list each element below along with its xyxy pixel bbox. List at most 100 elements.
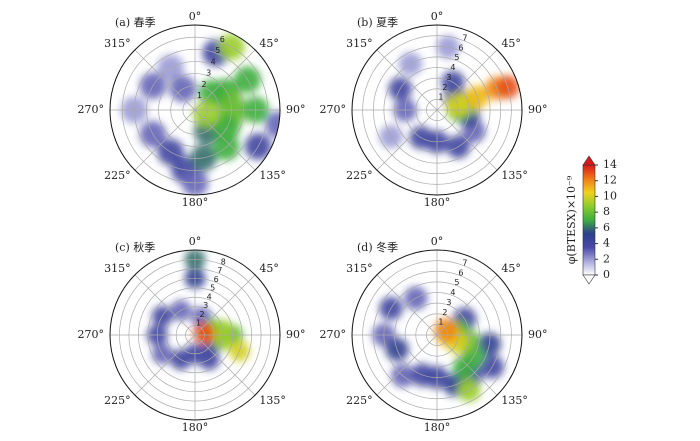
- r-tick-label: 5: [215, 46, 220, 55]
- polar-panel: 12 34 56 0° 45° 90° 135° 180° 225° 270° 315° (a) 春季: [78, 10, 306, 209]
- grid-spoke: [194, 109, 256, 171]
- grid-spoke: [376, 334, 438, 396]
- r-tick-label: 1: [197, 91, 202, 100]
- polar-frame: [109, 24, 281, 196]
- panel-title: (b) 夏季: [357, 16, 398, 29]
- theta-tick-label: 315°: [104, 37, 131, 50]
- theta-tick-label: 135°: [259, 169, 286, 182]
- grid-spoke: [376, 109, 438, 171]
- colorbar-tick-label: 8: [603, 205, 610, 218]
- grid-spoke: [436, 334, 498, 396]
- theta-tick-label: 315°: [104, 262, 131, 275]
- colorbar-label: φ(BTESX)×10⁻⁹: [565, 175, 578, 264]
- colorbar-tick-label: 0: [603, 268, 610, 281]
- colorbar-min: [582, 274, 596, 285]
- colorbar-tick-label: 12: [603, 174, 617, 187]
- colorbar-tick-label: 2: [603, 252, 610, 265]
- theta-tick-label: 90°: [528, 328, 548, 341]
- theta-tick-label: 225°: [104, 394, 131, 407]
- r-tick-label: 4: [450, 63, 455, 72]
- r-tick-label: 6: [214, 275, 219, 284]
- r-tick-label: 5: [454, 278, 459, 287]
- grid-spoke: [436, 274, 498, 336]
- theta-tick-label: 225°: [346, 169, 373, 182]
- theta-tick-label: 315°: [346, 37, 373, 50]
- grid-spoke: [436, 109, 498, 171]
- theta-tick-label: 90°: [528, 103, 548, 116]
- theta-tick-label: 0°: [431, 235, 444, 248]
- theta-tick-label: 0°: [189, 10, 202, 23]
- grid-spoke: [376, 274, 438, 336]
- polar-frame: [351, 24, 523, 196]
- r-tick-label: 3: [206, 69, 211, 78]
- theta-tick-label: 225°: [346, 394, 373, 407]
- theta-tick-label: 0°: [431, 10, 444, 23]
- grid-spoke: [376, 49, 438, 111]
- r-tick-label: 8: [221, 257, 226, 266]
- grid-spoke: [194, 274, 256, 336]
- theta-tick-label: 270°: [320, 103, 347, 116]
- r-tick-label: 2: [200, 310, 205, 319]
- r-tick-label: 2: [442, 308, 447, 317]
- r-tick-label: 7: [462, 259, 467, 268]
- panel-title: (c) 秋季: [115, 240, 155, 254]
- grid-spoke: [134, 334, 196, 396]
- theta-tick-label: 135°: [501, 169, 527, 182]
- r-tick-label: 2: [442, 83, 447, 92]
- grid-spoke: [194, 49, 256, 111]
- r-tick-label: 4: [207, 292, 212, 301]
- theta-tick-label: 315°: [346, 262, 373, 275]
- r-tick-label: 6: [458, 268, 463, 277]
- r-tick-label: 1: [438, 318, 443, 327]
- theta-tick-label: 180°: [182, 421, 209, 434]
- r-tick-label: 3: [446, 73, 451, 82]
- theta-tick-label: 0°: [189, 235, 202, 248]
- r-tick-label: 7: [462, 34, 467, 43]
- theta-tick-label: 45°: [501, 262, 520, 275]
- colorbar-max: [582, 155, 596, 166]
- theta-tick-label: 270°: [320, 328, 347, 341]
- panel-title: (a) 春季: [115, 16, 156, 29]
- theta-tick-label: 180°: [424, 421, 451, 434]
- theta-tick-label: 225°: [104, 169, 131, 182]
- r-tick-label: 5: [210, 284, 215, 293]
- theta-tick-label: 90°: [286, 103, 306, 116]
- theta-tick-label: 270°: [78, 103, 105, 116]
- field: [379, 35, 520, 159]
- colorbar-tick-label: 4: [603, 237, 610, 250]
- r-tick-label: 7: [217, 266, 222, 275]
- theta-tick-label: 135°: [259, 394, 286, 407]
- r-tick-label: 3: [203, 301, 208, 310]
- panel-title: (d) 冬季: [357, 240, 398, 254]
- r-tick-label: 5: [454, 53, 459, 62]
- r-tick-label: 1: [438, 93, 443, 102]
- r-tick-label: 1: [196, 319, 201, 328]
- r-tick-label: 4: [450, 288, 455, 297]
- theta-tick-label: 135°: [501, 394, 527, 407]
- theta-tick-label: 270°: [78, 328, 105, 341]
- r-tick-label: 3: [446, 298, 451, 307]
- r-tick-label: 4: [211, 57, 216, 66]
- theta-tick-label: 180°: [424, 196, 451, 209]
- r-tick-label: 2: [202, 80, 207, 89]
- grid-spoke: [436, 49, 498, 111]
- grid-spoke: [194, 334, 256, 396]
- grid-spoke: [134, 109, 196, 171]
- r-tick-label: 6: [458, 43, 463, 52]
- colorbar-tick-label: 14: [603, 158, 617, 171]
- colorbar: [582, 164, 596, 276]
- polar-frame: [351, 249, 523, 421]
- field: [372, 286, 504, 402]
- theta-tick-label: 90°: [286, 328, 306, 341]
- colorbar-tick-label: 10: [603, 189, 617, 202]
- polar-frame: [109, 249, 281, 421]
- theta-tick-label: 45°: [501, 37, 520, 50]
- grid-spoke: [134, 274, 196, 336]
- theta-tick-label: 45°: [259, 37, 279, 50]
- colorbar-tick-label: 6: [603, 221, 610, 234]
- grid-spoke: [134, 49, 196, 111]
